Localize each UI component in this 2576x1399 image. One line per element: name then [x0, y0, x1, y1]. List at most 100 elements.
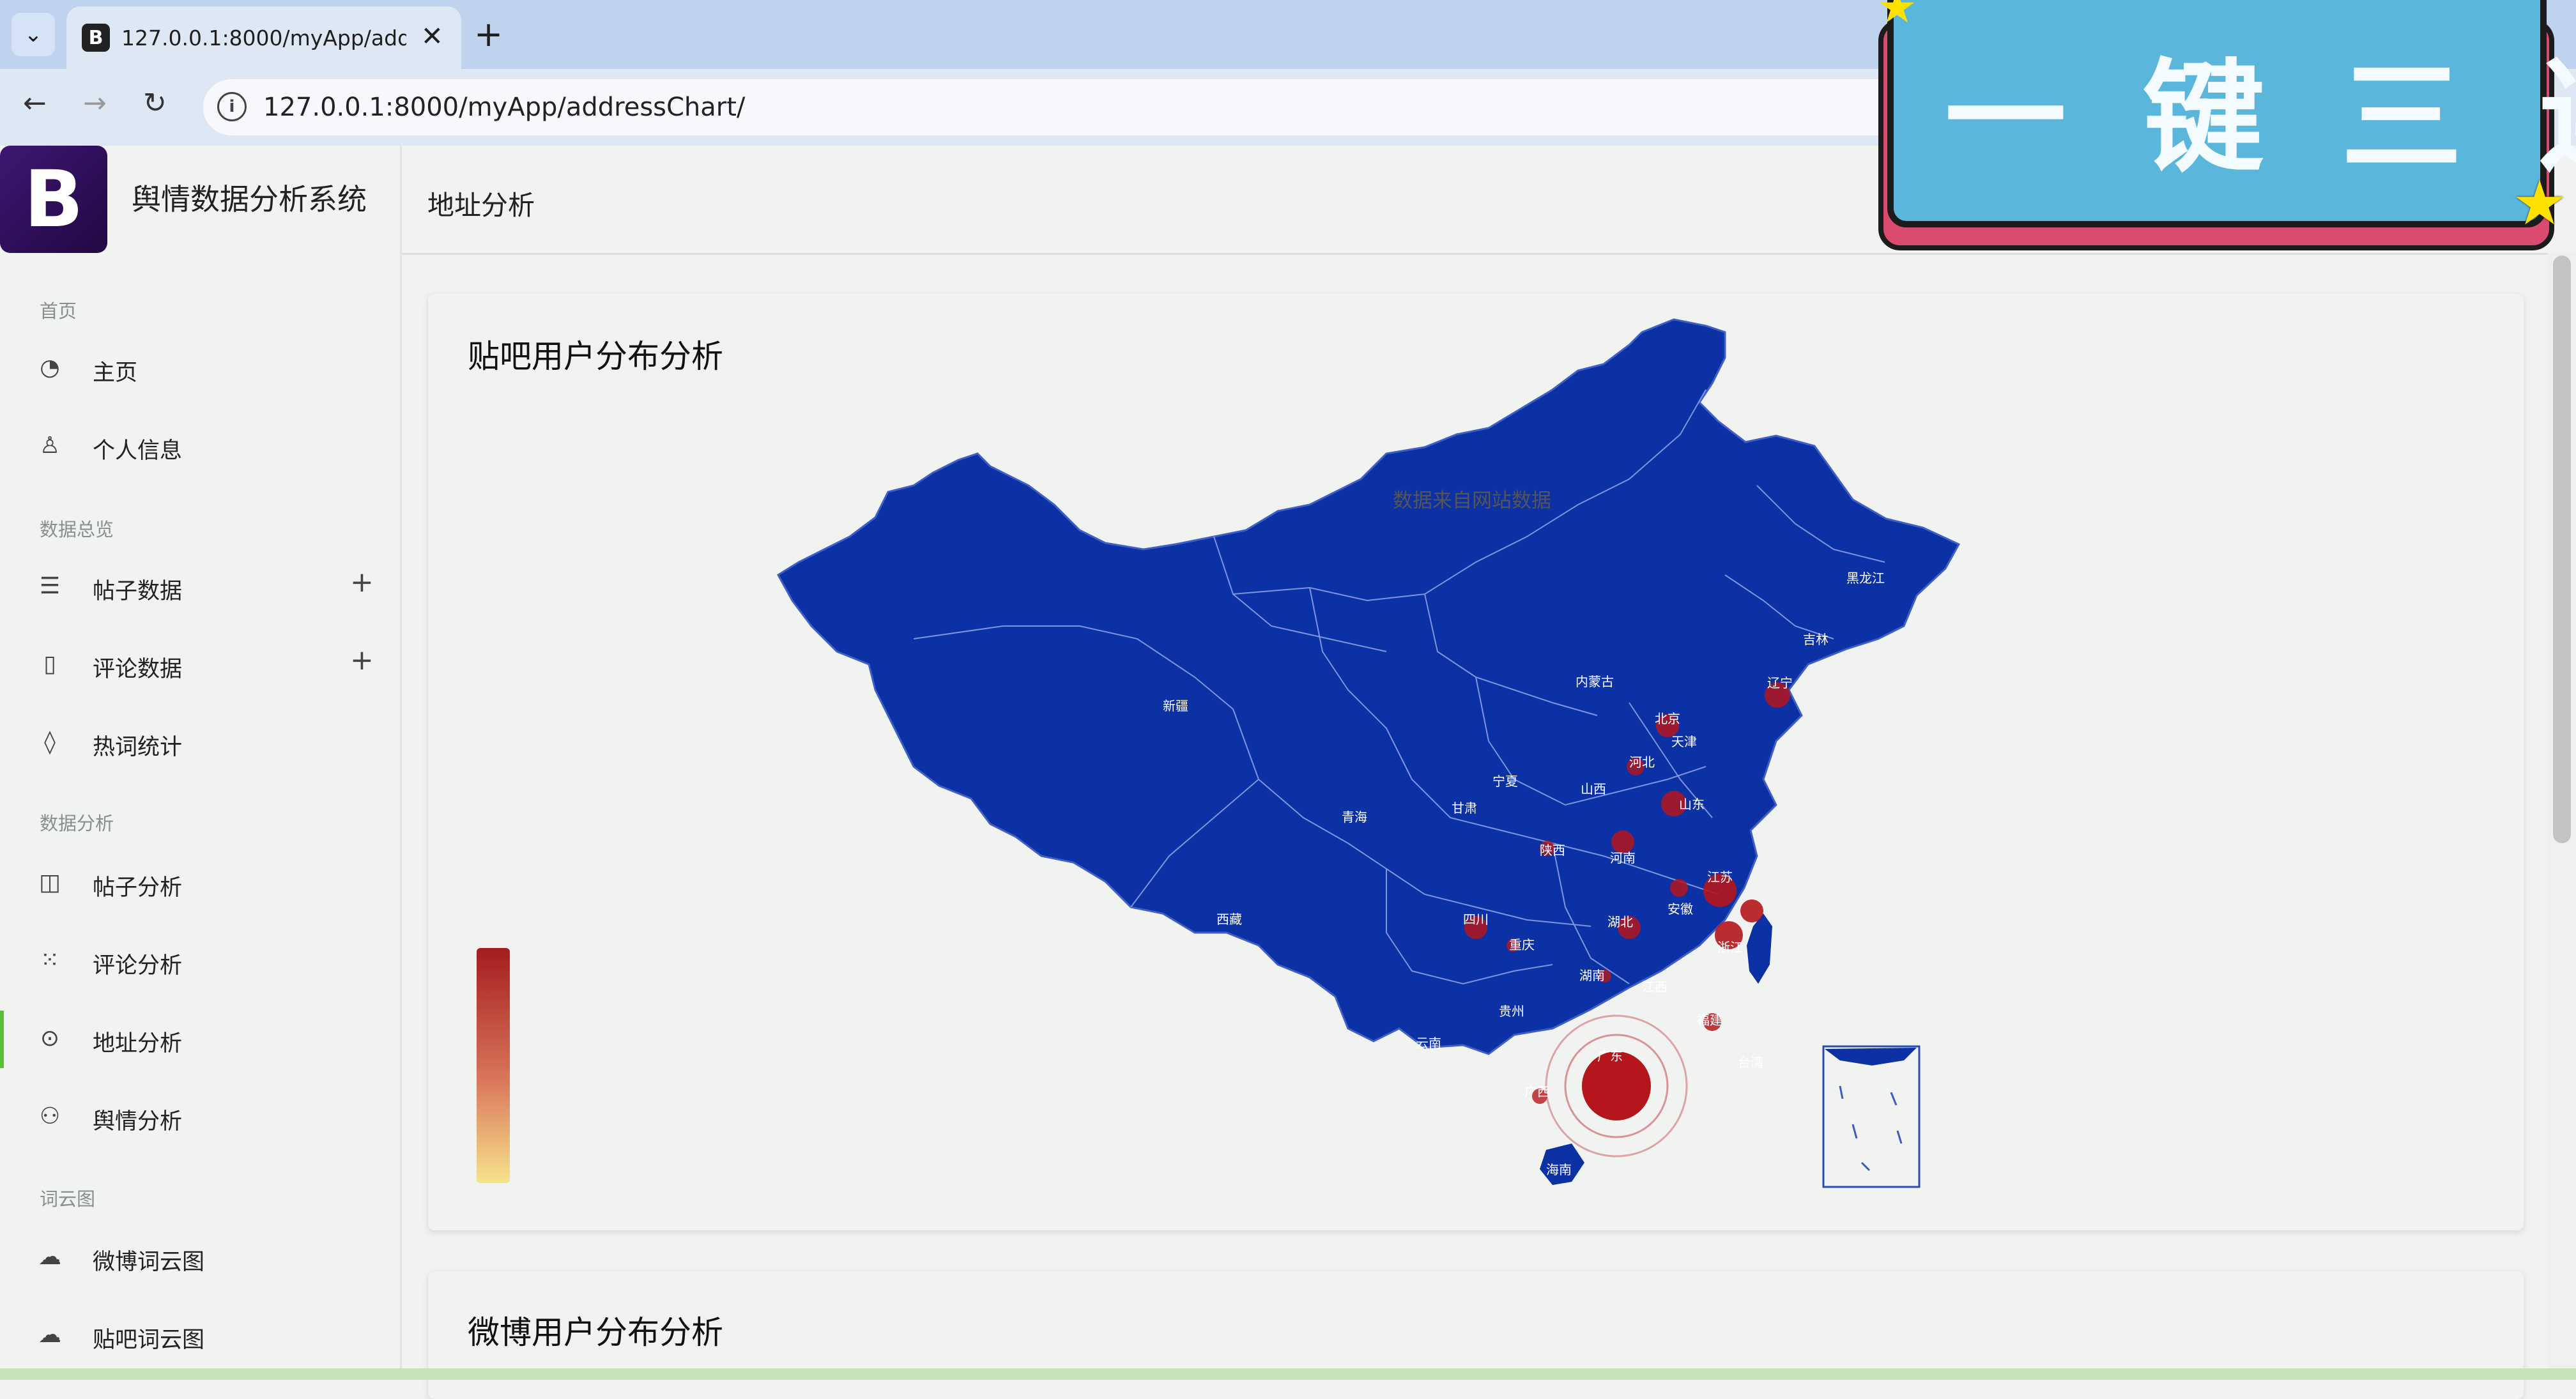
- guangdong-bubble-ring: [1545, 1014, 1688, 1158]
- sidebar-item-post-data[interactable]: ☰ 帖子数据 +: [0, 552, 400, 622]
- province-label: 宁夏: [1492, 774, 1518, 789]
- sidebar-item-address-analysis[interactable]: ⊙ 地址分析: [0, 1004, 400, 1074]
- layout-icon: ◫: [38, 869, 61, 896]
- sidebar-item-home[interactable]: ◔ 主页: [0, 333, 400, 404]
- sidebar-item-label: 舆情分析: [93, 1109, 183, 1135]
- province-label: 西藏: [1216, 912, 1242, 927]
- henan-bubble: [1611, 830, 1634, 853]
- province-label: 广西: [1524, 1084, 1550, 1099]
- map-subtitle: 数据来自网站数据: [1393, 489, 1551, 512]
- sidebar-item-weibo-wordcloud[interactable]: ☁ 微博词云图: [0, 1223, 400, 1293]
- tab-close-icon[interactable]: ✕: [420, 20, 443, 52]
- browser-tab-active[interactable]: B 127.0.0.1:8000/myApp/addressChart/ ✕: [66, 6, 461, 69]
- sidebar: B 舆情数据分析系统 首页 ◔ 主页 ♙ 个人信息 数据总览 ☰ 帖子数据 + …: [0, 146, 402, 1380]
- guangdong-bubble: [1582, 1051, 1651, 1120]
- card-title: 贴吧用户分布分析: [468, 338, 723, 375]
- province-labels: 黑龙江 吉林 辽宁 内蒙古 新疆 青海 西藏 甘肃 宁夏 山西 北京 河北 天津…: [1163, 570, 1885, 1177]
- province-label: 河南: [1610, 850, 1636, 866]
- section-label-analysis: 数据分析: [40, 813, 114, 834]
- province-label: 辽宁: [1767, 675, 1793, 691]
- list-icon: ☰: [39, 573, 61, 599]
- cloud-icon: ☁: [38, 1322, 61, 1348]
- people-icon: ⚇: [39, 1103, 61, 1129]
- dashboard-icon: ◔: [40, 355, 60, 381]
- sidebar-item-profile[interactable]: ♙ 个人信息: [0, 411, 400, 482]
- sidebar-item-label: 帖子数据: [93, 579, 183, 604]
- scroll-thumb[interactable]: [2553, 256, 2571, 843]
- taiwan-shape: [1747, 914, 1772, 984]
- china-map[interactable]: 黑龙江 吉林 辽宁 内蒙古 新疆 青海 西藏 甘肃 宁夏 山西 北京 河北 天津…: [428, 294, 2524, 1230]
- tab-search-chevron-icon[interactable]: ⌄: [12, 13, 55, 56]
- province-label: 海南: [1546, 1162, 1572, 1177]
- page-title: 地址分析: [427, 190, 535, 221]
- hubei-bubble: [1618, 916, 1641, 939]
- reload-icon[interactable]: ↻: [143, 87, 167, 119]
- tieba-distribution-card: 贴吧用户分布分析: [428, 294, 2524, 1230]
- province-label: 江西: [1642, 979, 1667, 995]
- sidebar-item-comment-analysis[interactable]: ⁙ 评论分析: [0, 926, 400, 997]
- province-label: 山东: [1679, 797, 1705, 812]
- brand-name: 舆情数据分析系统: [132, 182, 367, 217]
- visual-map-gradient-legend[interactable]: [477, 948, 510, 1183]
- cloud-icon: ☁: [38, 1244, 61, 1270]
- sidebar-item-post-analysis[interactable]: ◫ 帖子分析: [0, 848, 400, 919]
- star-icon: ★: [1877, 0, 1917, 33]
- sticker-face: 一键三连: [1887, 0, 2576, 227]
- page-scrollbar[interactable]: [2548, 253, 2576, 1380]
- sticker-overlay: 一键三连 ★ ★: [1874, 0, 2576, 250]
- shandong-bubble: [1661, 791, 1687, 816]
- chongqing-bubble: [1506, 939, 1519, 952]
- sidebar-item-label: 主页: [93, 360, 138, 386]
- section-label-wordcloud: 词云图: [40, 1188, 96, 1210]
- province-label: 台湾: [1738, 1055, 1763, 1070]
- expand-plus-icon[interactable]: +: [350, 644, 374, 677]
- hebei-bubble: [1627, 758, 1644, 776]
- liaoning-bubble: [1765, 682, 1790, 708]
- province-label: 河北: [1629, 754, 1655, 770]
- card-title: 微博用户分布分析: [468, 1314, 723, 1351]
- province-label: 四川: [1463, 912, 1489, 927]
- sidebar-item-label: 热词统计: [93, 735, 183, 760]
- shaanxi-bubble: [1540, 841, 1555, 856]
- province-label: 青海: [1342, 809, 1367, 825]
- province-label: 天津: [1671, 734, 1697, 749]
- sidebar-item-label: 评论数据: [93, 657, 183, 682]
- section-label-overview: 数据总览: [40, 519, 114, 540]
- sidebar-item-label: 微博词云图: [93, 1250, 205, 1275]
- province-label: 甘肃: [1452, 800, 1477, 816]
- forward-arrow-icon[interactable]: →: [83, 87, 107, 119]
- province-label: 重庆: [1509, 937, 1535, 952]
- site-info-icon[interactable]: i: [217, 92, 247, 121]
- jiangsu-bubble: [1703, 874, 1736, 907]
- province-label: 浙江: [1717, 940, 1743, 955]
- inset-islands: [1839, 1085, 1903, 1172]
- map-pin-icon: ⊙: [40, 1025, 60, 1051]
- province-label: 黑龙江: [1846, 570, 1885, 586]
- sidebar-item-tieba-wordcloud[interactable]: ☁ 贴吧词云图: [0, 1301, 400, 1371]
- section-label-home: 首页: [40, 300, 77, 322]
- expand-plus-icon[interactable]: +: [350, 566, 374, 599]
- zhejiang-bubble: [1715, 921, 1743, 949]
- province-label: 江苏: [1707, 869, 1733, 885]
- sidebar-item-sentiment-analysis[interactable]: ⚇ 舆情分析: [0, 1082, 400, 1152]
- url-text[interactable]: 127.0.0.1:8000/myApp/addressChart/: [263, 93, 746, 122]
- province-label: 新疆: [1163, 698, 1188, 714]
- south-china-sea-inset: [1822, 1045, 1920, 1188]
- province-label: 吉林: [1803, 632, 1828, 647]
- bottom-strip: [0, 1368, 2576, 1380]
- tab-title: 127.0.0.1:8000/myApp/addressChart/: [121, 26, 406, 50]
- sticker-text: 一键三连: [1945, 47, 2576, 188]
- book-icon: ▯: [43, 651, 56, 677]
- sichuan-bubble: [1464, 916, 1487, 939]
- new-tab-plus-icon[interactable]: +: [474, 14, 503, 54]
- sidebar-item-hotword-stats[interactable]: ◊ 热词统计: [0, 708, 400, 778]
- sidebar-item-comment-data[interactable]: ▯ 评论数据 +: [0, 630, 400, 700]
- grid-icon: ⁙: [40, 947, 60, 974]
- weibo-distribution-card: 微博用户分布分析: [428, 1271, 2524, 1399]
- brand-logo[interactable]: B: [0, 146, 107, 253]
- hainan-shape: [1540, 1143, 1584, 1185]
- back-arrow-icon[interactable]: ←: [23, 87, 47, 119]
- province-label: 北京: [1655, 711, 1680, 726]
- province-label: 云南: [1416, 1036, 1441, 1051]
- china-mainland-shape: [777, 318, 1961, 1055]
